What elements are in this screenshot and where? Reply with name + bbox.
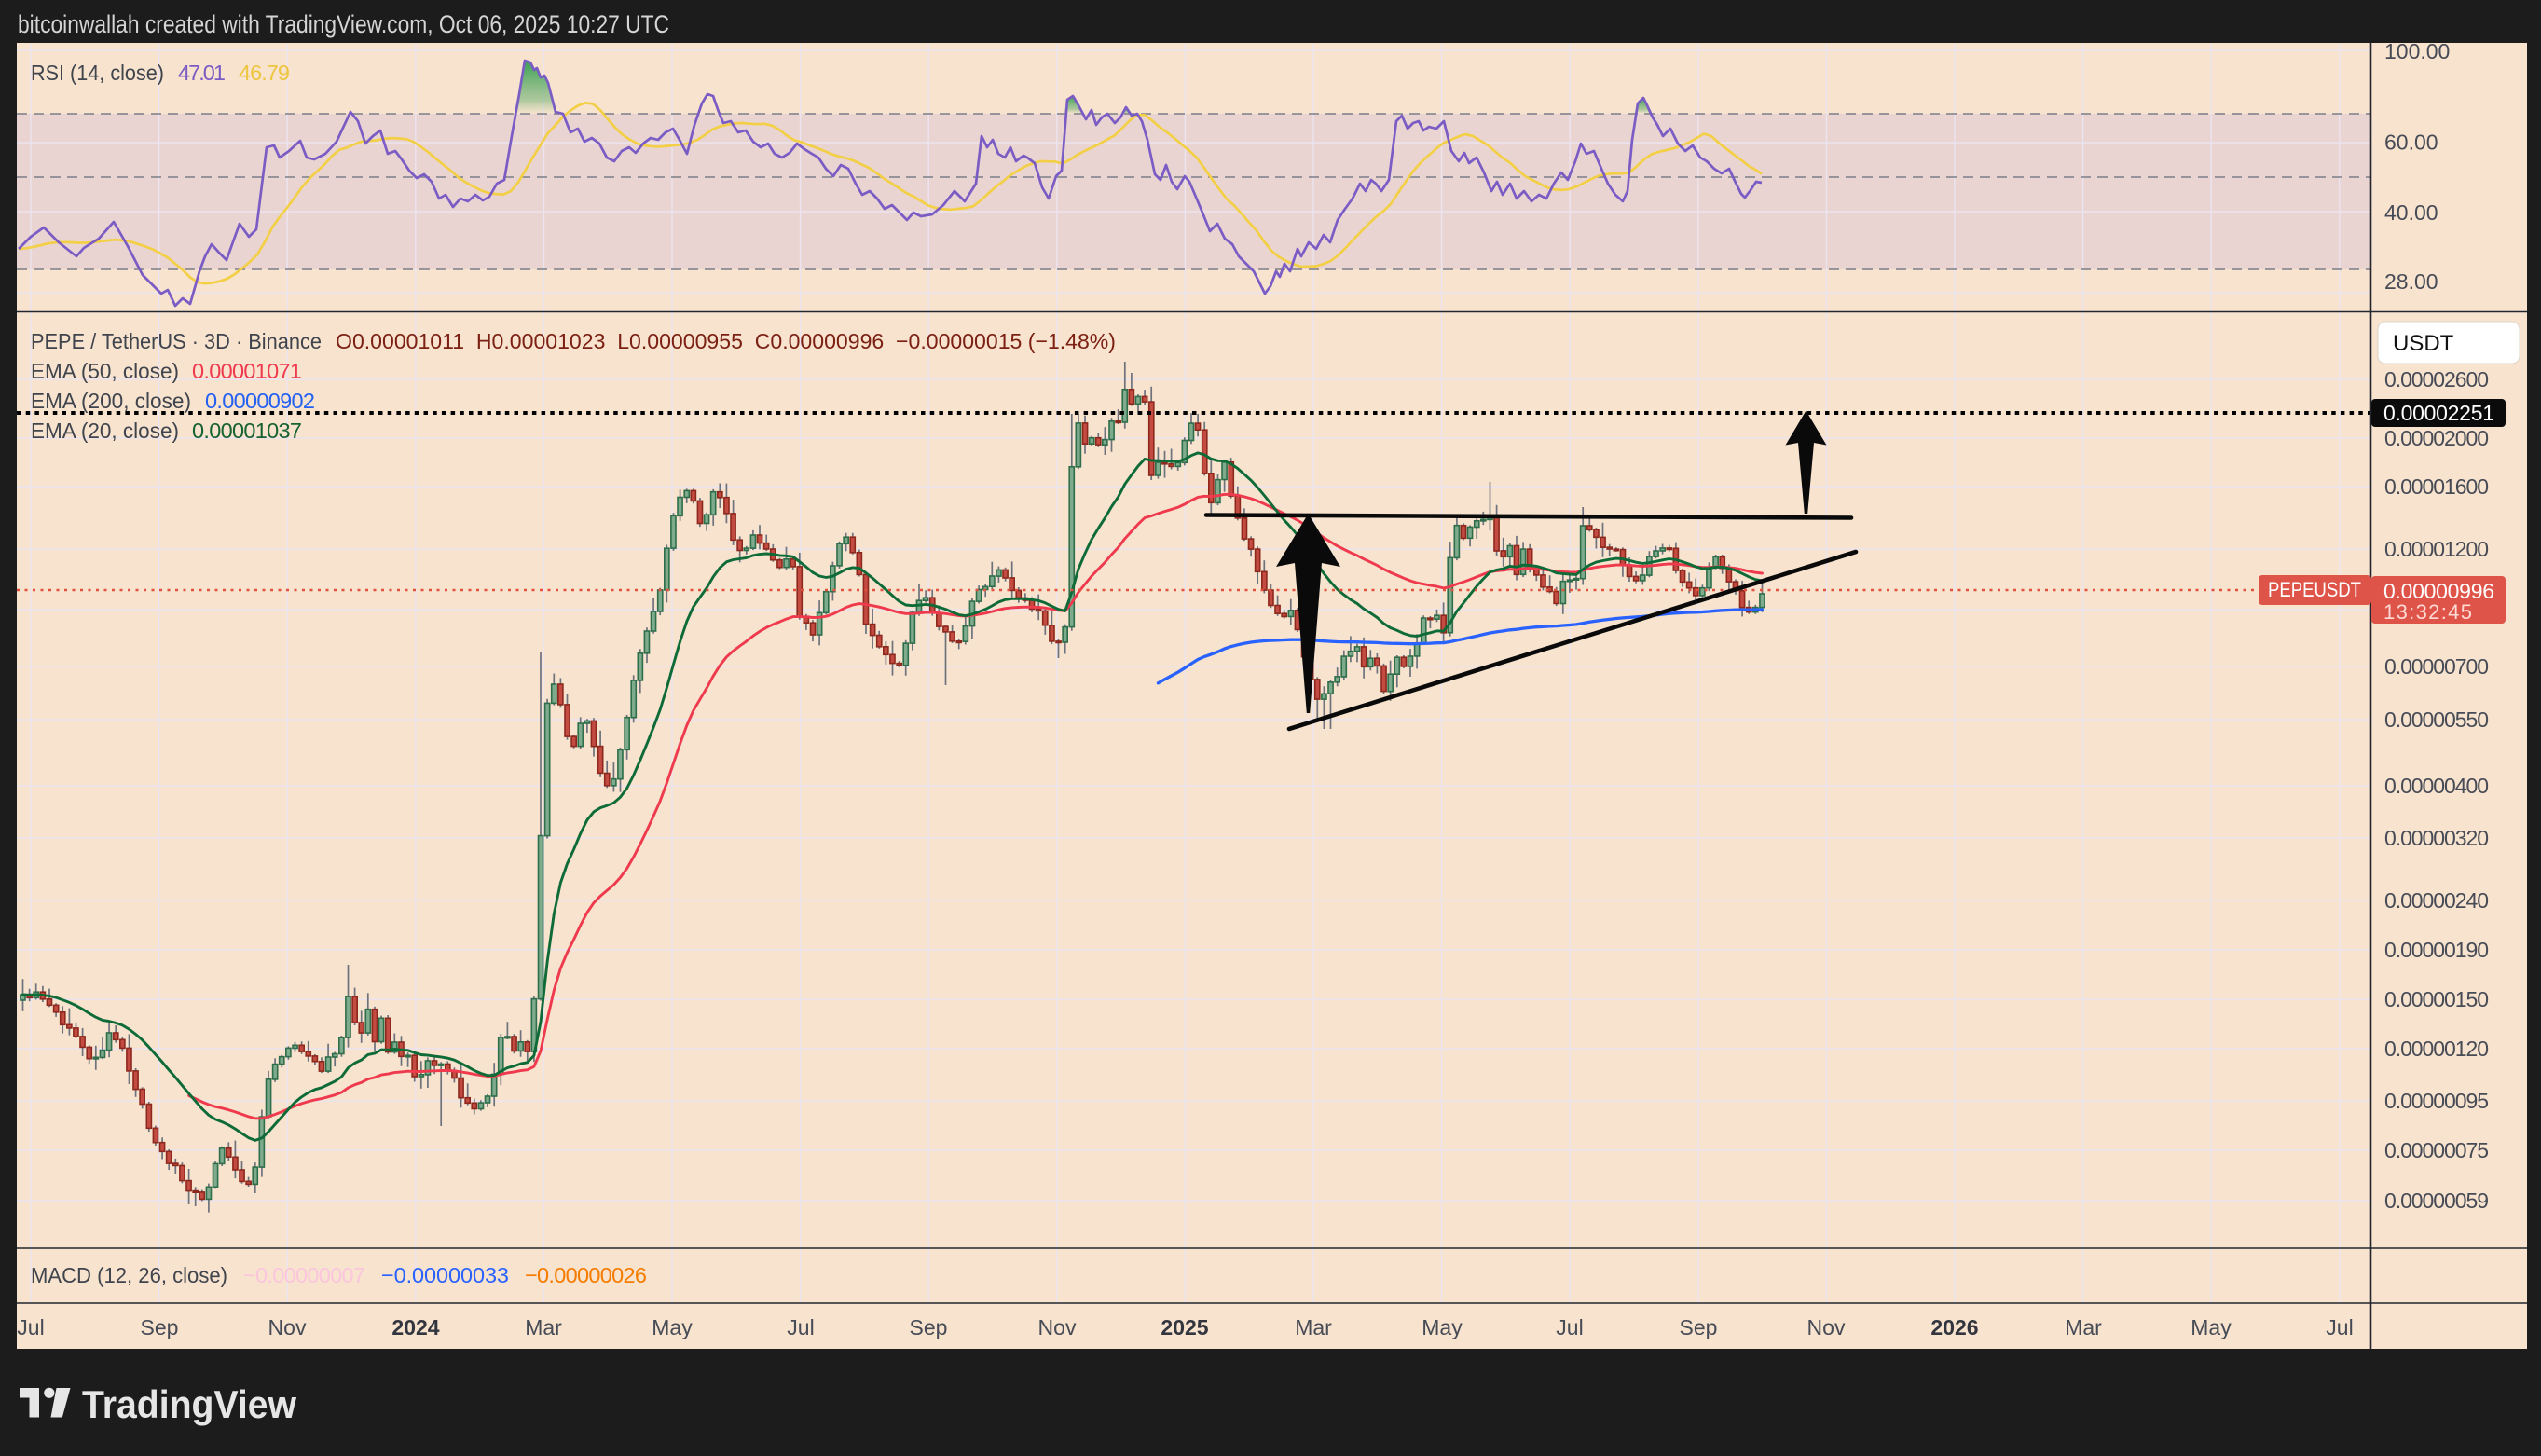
svg-text:EMA (20, close): EMA (20, close)	[31, 419, 179, 443]
svg-text:Nov: Nov	[1807, 1315, 1846, 1339]
svg-text:0.00001600: 0.00001600	[2384, 474, 2489, 499]
svg-text:0.00002000: 0.00002000	[2384, 426, 2489, 450]
svg-text:0.00002600: 0.00002600	[2384, 367, 2489, 391]
svg-text:2025: 2025	[1161, 1315, 1208, 1339]
svg-text:Sep: Sep	[141, 1315, 179, 1339]
svg-text:0.00000095: 0.00000095	[2384, 1089, 2489, 1113]
svg-text:Jul: Jul	[2326, 1315, 2353, 1339]
svg-text:0.00002251: 0.00002251	[2383, 401, 2494, 425]
svg-text:PEPEUSDT: PEPEUSDT	[2268, 578, 2361, 601]
svg-text:May: May	[2191, 1315, 2232, 1339]
svg-text:EMA (200, close): EMA (200, close)	[31, 389, 191, 413]
svg-text:Mar: Mar	[1295, 1315, 1332, 1339]
svg-text:47.01: 47.01	[178, 61, 226, 85]
svg-text:40.00: 40.00	[2384, 200, 2438, 225]
svg-text:2024: 2024	[391, 1315, 439, 1339]
svg-text:0.00000700: 0.00000700	[2384, 654, 2489, 679]
svg-text:0.00001037: 0.00001037	[192, 419, 302, 443]
svg-text:60.00: 60.00	[2384, 130, 2438, 155]
svg-text:Sep: Sep	[910, 1315, 948, 1339]
svg-text:TradingView: TradingView	[82, 1382, 296, 1426]
svg-text:Jul: Jul	[1556, 1315, 1583, 1339]
svg-text:28.00: 28.00	[2384, 269, 2438, 294]
svg-text:−0.00000033: −0.00000033	[381, 1263, 509, 1287]
svg-text:0.00000240: 0.00000240	[2384, 888, 2489, 913]
svg-text:0.00000550: 0.00000550	[2384, 707, 2489, 732]
svg-text:USDT: USDT	[2393, 331, 2454, 356]
svg-text:bitcoinwallah created with Tra: bitcoinwallah created with TradingView.c…	[18, 10, 669, 38]
svg-text:O0.00001011 H0.00001023 L0.0: O0.00001011 H0.00001023 L0.00000955 C0.0…	[336, 329, 1116, 353]
svg-text:0.00000120: 0.00000120	[2384, 1037, 2489, 1061]
svg-text:−0.00000026: −0.00000026	[525, 1263, 647, 1287]
svg-text:46.79: 46.79	[239, 61, 290, 85]
svg-text:0.00000996: 0.00000996	[2383, 579, 2494, 603]
svg-text:PEPE / TetherUS · 3D · Binance: PEPE / TetherUS · 3D · Binance	[31, 329, 322, 353]
svg-text:0.00000400: 0.00000400	[2384, 774, 2489, 798]
svg-text:May: May	[1422, 1315, 1463, 1339]
svg-text:0.00001200: 0.00001200	[2384, 537, 2489, 561]
svg-text:−0.00000007: −0.00000007	[243, 1263, 365, 1287]
svg-text:0.00001071: 0.00001071	[192, 359, 302, 383]
svg-text:Mar: Mar	[2065, 1315, 2102, 1339]
svg-text:0.00000902: 0.00000902	[205, 389, 315, 413]
svg-text:13:32:45: 13:32:45	[2383, 600, 2472, 624]
svg-text:Jul: Jul	[787, 1315, 814, 1339]
svg-text:0.00000059: 0.00000059	[2384, 1188, 2489, 1213]
svg-text:Sep: Sep	[1680, 1315, 1718, 1339]
svg-text:100.00: 100.00	[2384, 39, 2450, 63]
svg-text:May: May	[652, 1315, 693, 1339]
svg-text:2026: 2026	[1930, 1315, 1978, 1339]
svg-text:Nov: Nov	[268, 1315, 307, 1339]
svg-text:Mar: Mar	[525, 1315, 562, 1339]
svg-text:0.00000075: 0.00000075	[2384, 1138, 2489, 1162]
svg-text:MACD (12, 26, close): MACD (12, 26, close)	[31, 1263, 227, 1287]
svg-text:RSI (14, close): RSI (14, close)	[31, 61, 164, 85]
svg-text:0.00000320: 0.00000320	[2384, 826, 2489, 850]
svg-text:0.00000150: 0.00000150	[2384, 987, 2489, 1011]
svg-text:EMA (50, close): EMA (50, close)	[31, 359, 179, 383]
svg-text:0.00000190: 0.00000190	[2384, 938, 2489, 962]
svg-text:Nov: Nov	[1038, 1315, 1077, 1339]
svg-text:Jul: Jul	[17, 1315, 44, 1339]
